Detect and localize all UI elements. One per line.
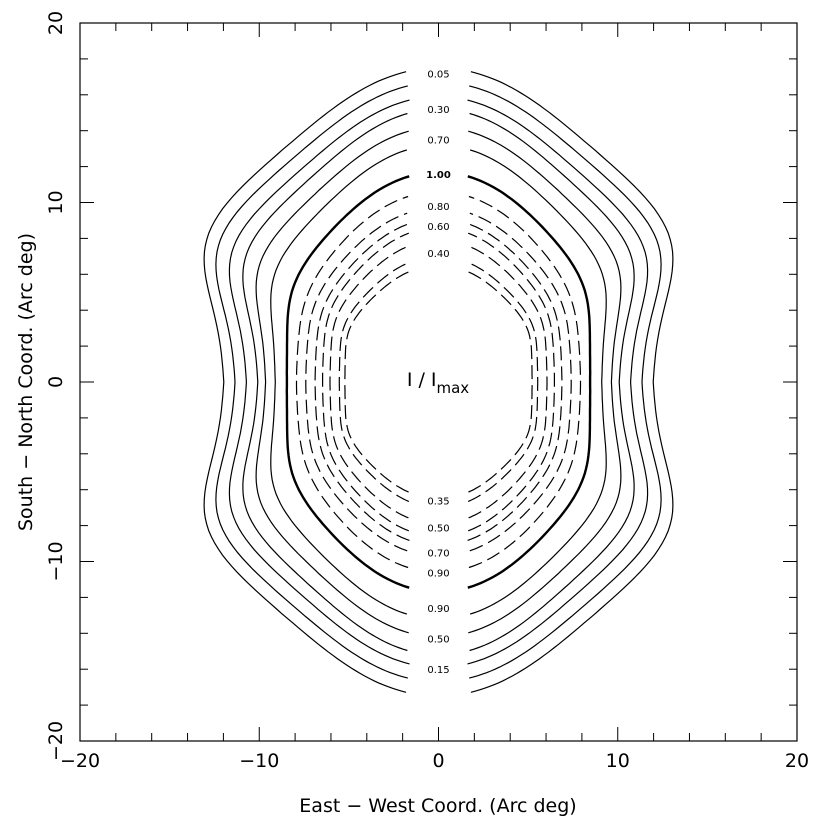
- contour-level-label-top: 0.60: [427, 222, 449, 233]
- contour-level-label-top: 0.80: [427, 202, 449, 213]
- dashed-contour-0.35-west: [344, 271, 409, 493]
- solid-contour-0.15-west: [215, 85, 408, 679]
- contour-level-label-top: 0.05: [427, 69, 449, 80]
- dashed-contour-0.80-east: [469, 212, 572, 552]
- contour-lines: [203, 71, 674, 693]
- contour-level-label-top: 1.00: [426, 170, 451, 181]
- x-tick-label: 10: [606, 750, 630, 772]
- solid-contour-1.00-east: [467, 175, 592, 589]
- y-tick-label: 0: [45, 376, 67, 388]
- center-annotation: I / Imax: [407, 369, 469, 397]
- solid-contour-0.50-east: [469, 112, 635, 652]
- x-tick-label: −20: [60, 750, 100, 772]
- dashed-contour-0.50-east: [468, 245, 548, 519]
- contour-level-label-bottom: 0.35: [427, 496, 449, 507]
- solid-contour-0.70-west: [255, 130, 409, 634]
- solid-contour-0.30-east: [467, 99, 649, 665]
- y-tick-label: −10: [45, 541, 67, 581]
- solid-contour-0.90-west: [270, 149, 408, 615]
- contour-level-label-bottom: 0.90: [427, 568, 449, 579]
- y-axis-title: South − North Coord. (Arc deg): [15, 233, 37, 531]
- dashed-contour-0.60-east: [467, 232, 555, 532]
- center-annotation-subscript: max: [437, 379, 470, 397]
- dashed-contour-0.40-west: [338, 261, 410, 503]
- center-annotation-main: I / I: [407, 369, 437, 391]
- dashed-contour-0.90-west: [295, 195, 409, 569]
- dashed-contour-0.35-east: [468, 271, 533, 493]
- contour-level-label-bottom: 0.50: [427, 523, 449, 534]
- x-tick-label: 20: [785, 750, 809, 772]
- axis-ticks: [79, 22, 798, 742]
- contour-level-label-bottom: 0.90: [427, 604, 449, 615]
- contour-level-label-top: 0.70: [427, 136, 449, 147]
- solid-contour-0.05-west: [203, 71, 407, 693]
- solid-contour-1.00-west: [285, 175, 410, 589]
- solid-contour-0.15-east: [469, 85, 662, 679]
- y-tick-label: 10: [45, 190, 67, 214]
- solid-contour-0.70-east: [468, 130, 622, 634]
- dashed-contour-0.40-east: [467, 261, 539, 503]
- x-axis-title: East − West Coord. (Arc deg): [299, 795, 576, 817]
- solid-contour-0.05-east: [470, 71, 674, 693]
- dashed-contour-0.90-east: [468, 195, 582, 569]
- contour-level-label-bottom: 0.50: [427, 635, 449, 646]
- dashed-contour-0.70-east: [467, 223, 563, 541]
- tick-labels: −20 −10 0 10 20 −20 −10 0 10 20: [45, 11, 809, 772]
- x-tick-label: 0: [432, 750, 444, 772]
- contour-level-label-top: 0.40: [427, 249, 449, 260]
- contour-level-label-top: 0.30: [427, 105, 449, 116]
- solid-contour-0.50-west: [242, 112, 408, 652]
- y-tick-label: −20: [45, 721, 67, 761]
- solid-contour-0.90-east: [469, 149, 607, 615]
- y-tick-label: 20: [45, 11, 67, 35]
- solid-contour-0.30-west: [228, 99, 410, 665]
- contour-level-labels: 0.05 0.30 0.70 1.00 0.80 0.60 0.40 0.35 0.50 0.70…: [426, 69, 451, 676]
- dashed-contour-0.70-west: [314, 223, 410, 541]
- dashed-contour-0.50-west: [329, 245, 409, 519]
- dashed-contour-0.60-west: [322, 232, 410, 532]
- contour-level-label-bottom: 0.15: [427, 665, 449, 676]
- dashed-contour-0.80-west: [305, 212, 408, 552]
- x-tick-label: −10: [239, 750, 279, 772]
- contour-level-label-bottom: 0.70: [427, 549, 449, 560]
